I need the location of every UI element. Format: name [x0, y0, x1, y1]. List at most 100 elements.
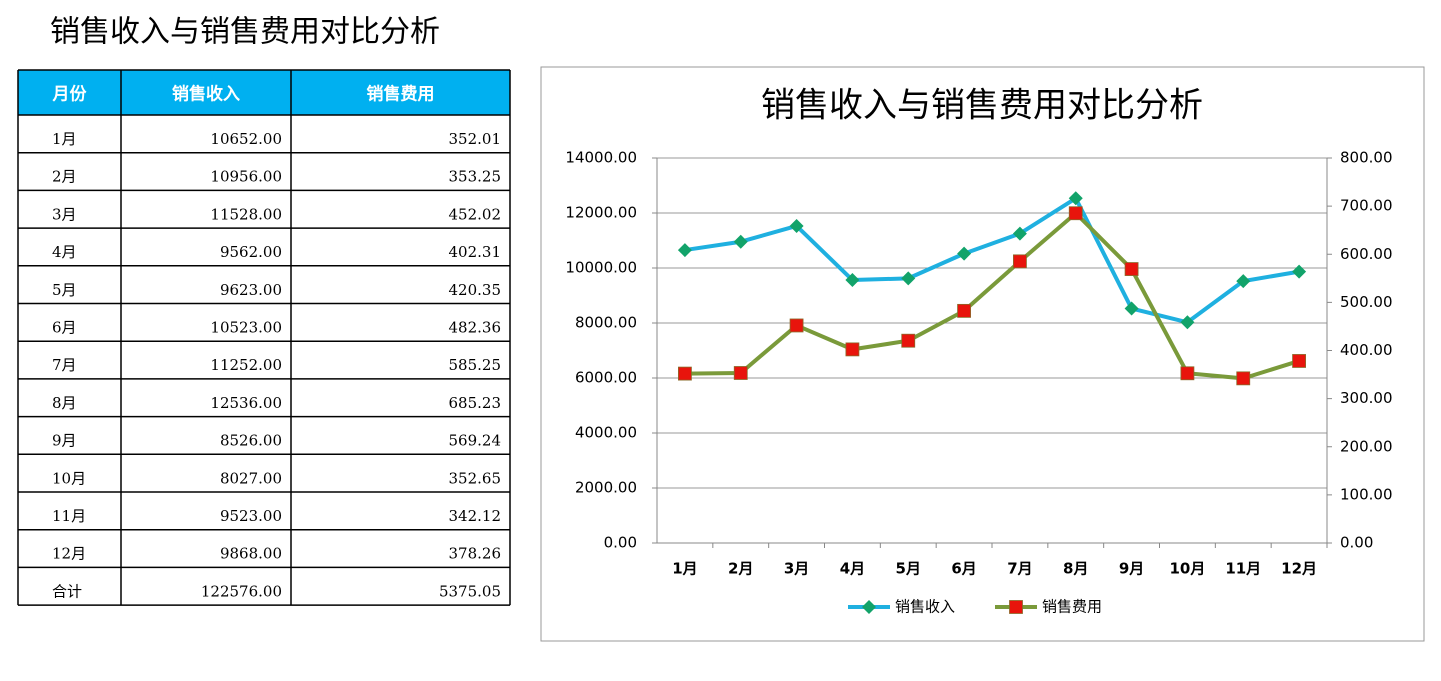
table-cell: 合计	[52, 582, 82, 600]
series-line	[684, 196, 1300, 325]
table-header-bg	[18, 70, 510, 115]
data-point	[1124, 301, 1139, 316]
data-point	[845, 273, 860, 288]
table-cell: 8月	[52, 394, 77, 412]
table-cell: 11月	[52, 507, 86, 525]
table-cell: 122576.00	[201, 582, 282, 600]
y-tick-label: 2000.00	[575, 479, 637, 497]
data-point	[1292, 264, 1307, 279]
table-cell: 6月	[52, 319, 77, 337]
table-cell: 402.31	[449, 243, 502, 261]
y2-tick-label: 700.00	[1340, 197, 1393, 215]
chart-title: 销售收入与销售费用对比分析	[761, 86, 1203, 126]
data-point	[901, 333, 916, 348]
x-tick-label: 12月	[1281, 560, 1317, 578]
y-tick-label: 8000.00	[575, 314, 637, 332]
table-cell: 11528.00	[210, 205, 282, 223]
chart-frame	[540, 66, 1425, 642]
table-cell: 352.01	[449, 130, 502, 148]
legend-marker	[862, 600, 876, 614]
table-cell: 353.25	[449, 168, 502, 186]
data-point	[1124, 262, 1139, 276]
data-point	[1236, 371, 1251, 386]
data-point	[901, 271, 916, 286]
y-tick-label: 14000.00	[565, 149, 637, 167]
table-cell: 8027.00	[220, 469, 282, 487]
data-point	[678, 366, 692, 381]
table-cell: 9月	[52, 432, 77, 450]
y-tick-label: 10000.00	[565, 259, 637, 277]
data-point	[957, 303, 971, 318]
table-cell: 569.24	[449, 432, 502, 450]
table-cell: 10956.00	[210, 168, 282, 186]
y2-tick-label: 0.00	[1340, 534, 1373, 552]
table-cell: 12536.00	[210, 394, 282, 412]
table-cell: 352.65	[449, 469, 502, 487]
y2-tick-label: 200.00	[1340, 437, 1393, 455]
table-cell: 452.02	[449, 205, 502, 223]
table-cell: 7月	[52, 356, 77, 374]
x-tick-label: 6月	[951, 560, 976, 578]
legend-marker	[1009, 600, 1023, 614]
table-cell: 3月	[52, 205, 77, 223]
table-cell: 5月	[52, 281, 77, 299]
header-cell: 销售收入	[172, 84, 240, 105]
table-cell: 12月	[52, 545, 86, 563]
x-tick-label: 9月	[1119, 560, 1144, 578]
table-cell: 9523.00	[220, 507, 282, 525]
legend-label: 销售费用	[1042, 598, 1102, 616]
table-cell: 378.26	[449, 545, 502, 563]
table-cell: 8526.00	[220, 432, 282, 450]
data-point	[1013, 254, 1027, 269]
data-point	[1236, 274, 1251, 289]
data-point	[1180, 315, 1195, 330]
table-cell: 685.23	[449, 394, 502, 412]
y2-tick-label: 100.00	[1340, 485, 1393, 503]
y2-tick-label: 500.00	[1340, 293, 1393, 311]
x-tick-label: 2月	[728, 560, 753, 578]
y2-tick-label: 800.00	[1340, 149, 1393, 167]
table-cell: 4月	[52, 243, 77, 261]
x-tick-label: 8月	[1063, 560, 1088, 578]
data-point	[733, 366, 748, 380]
data-point	[1068, 191, 1083, 206]
x-tick-label: 7月	[1007, 560, 1032, 578]
table-cell: 342.12	[449, 507, 502, 525]
header-cell: 月份	[52, 84, 88, 105]
table-cell: 482.36	[449, 319, 502, 337]
x-tick-label: 11月	[1225, 560, 1261, 578]
table-cell: 10523.00	[210, 319, 282, 337]
table-cell: 9562.00	[220, 243, 282, 261]
data-point	[733, 234, 748, 249]
x-tick-label: 1月	[672, 560, 697, 578]
data-point	[1012, 226, 1027, 241]
table-cell: 9868.00	[220, 545, 282, 563]
x-tick-label: 3月	[784, 560, 809, 578]
y2-tick-label: 400.00	[1340, 341, 1393, 359]
y2-tick-label: 600.00	[1340, 245, 1393, 263]
y2-tick-label: 300.00	[1340, 389, 1393, 407]
data-point	[957, 246, 972, 261]
y-tick-label: 4000.00	[575, 424, 637, 442]
y-tick-label: 0.00	[604, 534, 637, 552]
series-line	[684, 211, 1300, 381]
legend-label: 销售收入	[895, 598, 955, 616]
data-point	[1068, 206, 1083, 221]
y-tick-label: 6000.00	[575, 369, 637, 387]
page-title: 销售收入与销售费用对比分析	[50, 15, 440, 50]
x-tick-label: 5月	[896, 560, 921, 578]
header-cell: 销售费用	[367, 84, 435, 105]
table-cell: 585.25	[449, 356, 502, 374]
table-cell: 1月	[52, 130, 77, 148]
x-tick-label: 10月	[1169, 560, 1205, 578]
x-tick-label: 4月	[840, 560, 865, 578]
data-point	[789, 218, 804, 233]
table-cell: 5375.05	[439, 582, 501, 600]
data-point	[677, 243, 692, 258]
data-point	[789, 318, 804, 333]
data-point	[1180, 366, 1195, 381]
table-cell: 2月	[52, 168, 77, 186]
data-point	[1292, 354, 1306, 368]
